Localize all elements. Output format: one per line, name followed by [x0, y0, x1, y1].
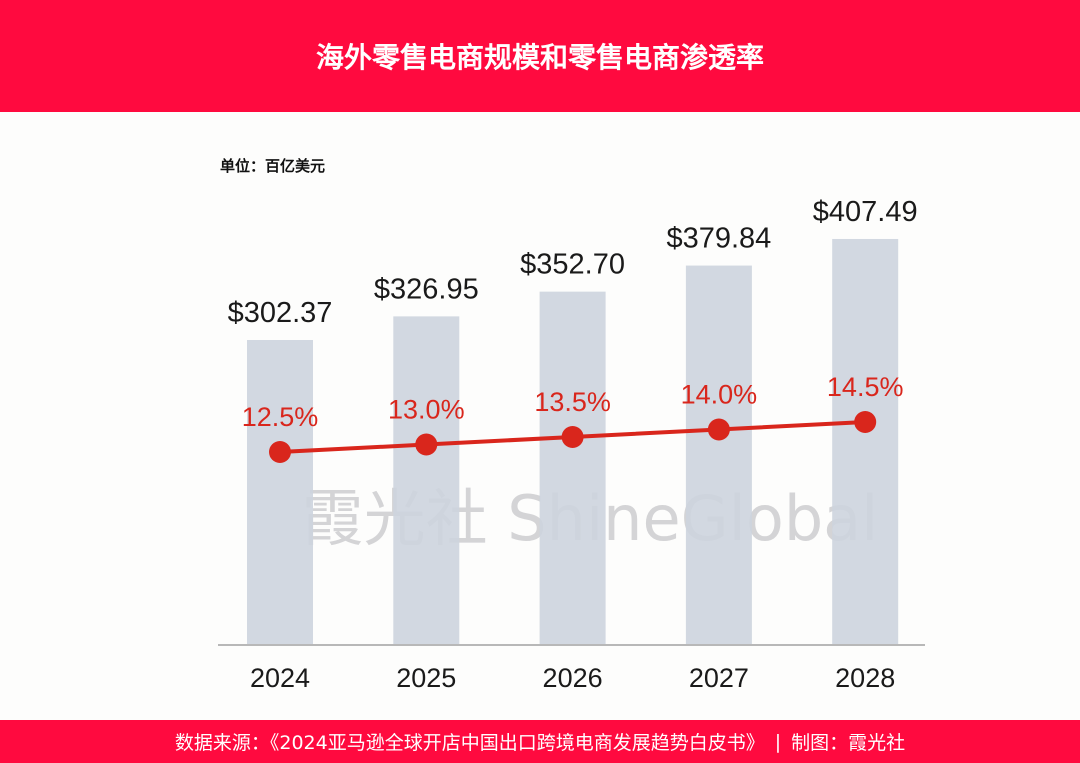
bar-value-label: $352.70: [520, 249, 625, 281]
line-value-label: 14.0%: [681, 380, 758, 410]
bar-2026: [539, 291, 606, 645]
footer: 数据来源：《2024亚马逊全球开店中国出口跨境电商发展趋势白皮书》 | 制图：霞…: [0, 720, 1080, 763]
line-value-label: 14.5%: [827, 372, 904, 402]
bar-value-label: $407.49: [813, 196, 918, 228]
bar-2027: [685, 265, 752, 645]
line-point-2024: [269, 441, 291, 463]
x-tick-label: 2026: [543, 663, 603, 693]
chart-title: 海外零售电商规模和零售电商渗透率: [315, 41, 764, 74]
footer-separator: |: [774, 730, 782, 753]
x-tick-label: 2028: [835, 663, 895, 693]
bar-2025: [393, 316, 460, 645]
line-point-2028: [854, 411, 877, 433]
source-text: 数据来源：《2024亚马逊全球开店中国出口跨境电商发展趋势白皮书》: [174, 732, 765, 754]
line-value-label: 12.5%: [242, 402, 319, 432]
line-value-label: 13.0%: [388, 395, 465, 425]
chart-header: 海外零售电商规模和零售电商渗透率: [0, 0, 1080, 112]
bar-value-label: $302.37: [228, 297, 333, 329]
x-tick-label: 2024: [250, 663, 310, 693]
x-tick-label: 2027: [689, 663, 749, 693]
bar-2024: [247, 340, 313, 645]
bar-value-label: $326.95: [374, 273, 479, 305]
x-tick-label: 2025: [396, 663, 456, 693]
line-point-2025: [415, 433, 438, 456]
unit-label: 单位：百亿美元: [220, 157, 326, 175]
credit-text: 制图：霞光社: [791, 732, 906, 754]
bar-2028: [832, 238, 899, 645]
line-point-2027: [707, 418, 730, 441]
line-point-2026: [561, 426, 584, 448]
line-value-label: 13.5%: [534, 387, 611, 417]
bar-value-label: $379.84: [666, 223, 771, 255]
